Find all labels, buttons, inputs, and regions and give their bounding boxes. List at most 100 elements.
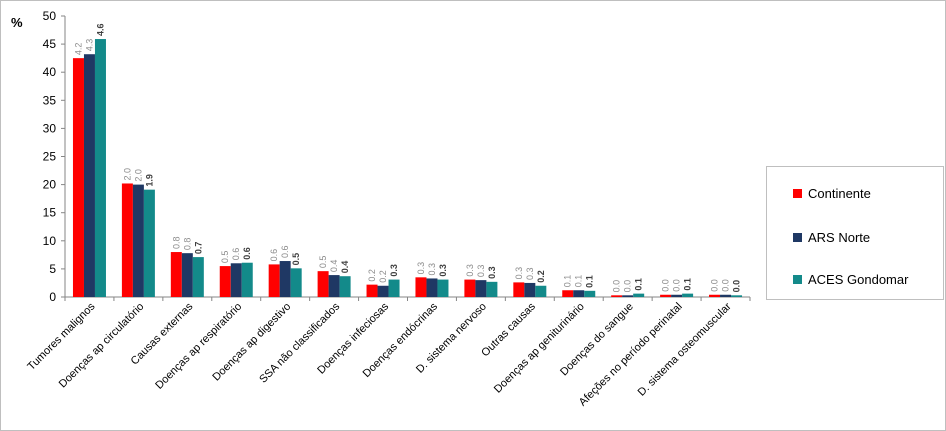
data-label: 0.3 (465, 264, 475, 277)
bar (219, 266, 231, 297)
legend-item: ARS Norte (793, 229, 870, 245)
bar (709, 294, 721, 297)
category-label: Doenças ap geniturinário (492, 301, 587, 396)
data-label: 0.0 (721, 279, 731, 292)
y-tick-label: 0 (49, 290, 56, 304)
data-label: 0.6 (242, 247, 252, 260)
bar (181, 253, 193, 297)
bar (562, 290, 574, 297)
bar (72, 58, 84, 298)
bar (464, 279, 476, 297)
bar (230, 263, 242, 297)
data-label: 0.3 (389, 264, 399, 277)
legend-label: ACES Gondomar (808, 271, 909, 287)
data-label: 0.1 (585, 275, 595, 288)
legend-item: ACES Gondomar (793, 271, 908, 287)
bar (328, 275, 340, 297)
bar (622, 295, 634, 297)
y-tick-label: 40 (43, 65, 57, 79)
bar (170, 252, 182, 297)
data-label: 0.0 (732, 280, 742, 293)
legend: Continente ARS Norte ACES Gondomar (766, 166, 944, 300)
category-label: Afeções no período perinatal (577, 301, 685, 409)
category-label: D. sistema osteomuscular (636, 300, 734, 398)
data-label: 0.1 (683, 278, 693, 291)
data-label: 0.2 (378, 270, 388, 283)
y-tick-label: 45 (43, 37, 57, 51)
bar (633, 293, 645, 297)
data-label: 0.3 (427, 263, 437, 276)
bar (573, 290, 585, 297)
data-label: 1.9 (144, 174, 154, 187)
y-tick-label: 50 (43, 9, 57, 23)
y-tick-label: 5 (49, 262, 56, 276)
data-label: 2.0 (122, 168, 132, 181)
data-label: 0.6 (231, 248, 241, 261)
bar (682, 293, 694, 297)
data-label: 0.0 (612, 280, 622, 293)
y-tick-label: 25 (43, 150, 57, 164)
bar (611, 295, 623, 297)
y-tick-label: 35 (43, 93, 57, 107)
data-label: 0.8 (171, 237, 181, 250)
bar (671, 294, 683, 297)
data-label: 0.6 (269, 249, 279, 262)
data-label: 0.4 (329, 260, 339, 273)
bar (513, 282, 525, 297)
data-label: 4.2 (73, 43, 83, 56)
bar (524, 282, 536, 297)
data-label: 4.6 (95, 24, 105, 37)
bar (121, 183, 133, 297)
data-label: 2.0 (133, 169, 143, 182)
category-label: Doenças ap respiratório (153, 301, 244, 392)
data-label: 0.3 (514, 267, 524, 280)
data-label: 0.0 (661, 279, 671, 292)
data-labels: 4.2 4.34.62.0 2.0 1.90.8 0.8 0.70.5 0.6 0.6 0.6 0… (73, 24, 741, 293)
bar (192, 257, 204, 297)
bar (660, 294, 672, 297)
bar (415, 277, 427, 297)
bar (132, 184, 144, 297)
bar (83, 54, 95, 297)
bar (94, 39, 106, 298)
y-tick-label: 20 (43, 178, 57, 192)
legend-swatch (793, 188, 802, 198)
data-label: 0.3 (416, 262, 426, 275)
bar (437, 279, 449, 297)
data-label: 0.5 (291, 253, 301, 266)
category-label: SSA não classificados (257, 300, 342, 385)
data-label: 0.4 (340, 261, 350, 274)
bar (377, 285, 389, 297)
legend-item: Continente (793, 185, 871, 201)
bar (366, 284, 378, 297)
data-label: 0.2 (367, 269, 377, 282)
legend-label: ARS Norte (808, 229, 871, 245)
data-label: 0.3 (476, 265, 486, 278)
data-label: 0.3 (438, 264, 448, 277)
bars (72, 39, 743, 298)
bar (720, 294, 732, 297)
y-axis-label: % (11, 15, 23, 30)
legend-swatch (793, 274, 802, 284)
bar (486, 281, 498, 297)
legend-swatch (793, 232, 802, 242)
bar (279, 261, 291, 297)
data-label: 0.5 (220, 251, 230, 264)
data-label: 0.2 (536, 270, 546, 283)
bar (475, 280, 487, 297)
bar (290, 268, 302, 297)
bar (388, 279, 400, 297)
data-label: 4.3 (84, 39, 94, 52)
category-label: Doenças ap circulatório (57, 301, 147, 391)
y-tick-label: 15 (43, 206, 57, 220)
bar (339, 276, 351, 297)
bar (731, 295, 743, 297)
bar (317, 271, 329, 297)
bar (426, 278, 438, 297)
data-label: 0.3 (525, 267, 535, 280)
data-label: 0.0 (672, 279, 682, 292)
data-label: 0.3 (487, 266, 497, 279)
data-label: 0.1 (634, 278, 644, 291)
